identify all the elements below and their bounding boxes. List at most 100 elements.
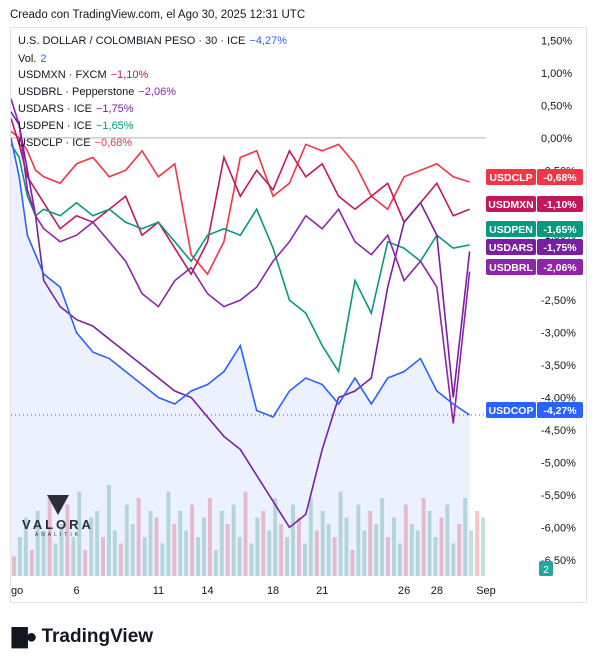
volume-bar: [243, 491, 248, 576]
legend-value: −1,75%: [95, 103, 134, 115]
legend-item[interactable]: USDBRL · Pepperstone −2,06%: [18, 86, 176, 98]
series-badge-value: [537, 259, 583, 275]
series-line-usdars: [11, 111, 471, 529]
volume-bar: [178, 511, 183, 576]
series-badge-value: [537, 402, 583, 418]
legend-item[interactable]: U.S. DOLLAR / COLOMBIAN PESO · 30 · ICE −…: [18, 35, 287, 47]
series-name-label: USDCOP: [489, 405, 534, 417]
y-tick-label: 0,00%: [541, 133, 572, 145]
volume-bar: [71, 537, 76, 576]
legend-label: U.S. DOLLAR / COLOMBIAN PESO · 30 · ICE: [18, 35, 246, 47]
volume-bar: [291, 504, 295, 576]
volume-bar: [297, 517, 301, 576]
volume-bar: [196, 537, 200, 576]
volume-bar: [445, 504, 450, 576]
volume-bar: [356, 504, 361, 576]
volume-bar: [89, 517, 94, 576]
volume-bar: [95, 511, 100, 576]
volume-bar: [190, 504, 195, 576]
x-tick-label: 28: [431, 585, 443, 597]
volume-bar: [397, 543, 402, 576]
legend-item[interactable]: USDARS · ICE −1,75%: [18, 103, 134, 115]
volume-bar: [451, 543, 456, 576]
series-end-value: -1,65%: [543, 224, 577, 236]
legend-value: −1,65%: [95, 120, 134, 132]
volume-bar: [249, 543, 254, 576]
price-chart[interactable]: 1,50%1,00%0,50%0,00%-0,50%-1,00%-1,50%-2…: [11, 28, 586, 602]
valora-watermark: VALORA ANALITIK: [22, 495, 94, 538]
volume-bar: [166, 491, 171, 576]
volume-bar: [213, 550, 218, 576]
series-badge-name: [486, 221, 536, 237]
tradingview-brand: TradingView: [41, 625, 154, 647]
volume-bar: [17, 537, 22, 576]
legend-item[interactable]: USDPEN · ICE −1,65%: [18, 120, 134, 132]
volume-bar: [475, 511, 480, 576]
volume-bar: [403, 504, 408, 576]
volume-bar: [332, 537, 337, 576]
series-name-label: USDBRL: [489, 262, 533, 274]
volume-bar: [112, 530, 117, 576]
series-badge-name: [486, 196, 536, 212]
usdcop-area: [11, 137, 470, 576]
valora-sub: ANALITIK: [34, 532, 82, 538]
series-end-value: -2,06%: [543, 262, 577, 274]
volume-bar: [219, 511, 224, 576]
y-tick-label: 0,50%: [541, 100, 572, 112]
series-badge-value: [537, 221, 583, 237]
series-line-usdclp: [11, 130, 470, 276]
legend-label: USDPEN · ICE: [18, 120, 92, 132]
volume-bar: [326, 524, 331, 576]
legend-label: USDARS · ICE: [18, 103, 92, 115]
volume-bar: [23, 517, 28, 576]
volume-bar: [380, 498, 385, 576]
volume-bar: [392, 517, 396, 576]
series-line-usdmxn: [11, 118, 470, 276]
legend-item[interactable]: USDMXN · FXCM −1,10%: [18, 69, 148, 81]
volume-bar: [409, 524, 414, 576]
series-badge-value: [537, 239, 583, 255]
volume-bar: [35, 511, 40, 576]
volume-bar: [386, 537, 390, 576]
volume-bar: [231, 504, 236, 576]
volume-bar: [368, 511, 373, 576]
y-tick-label: -5,00%: [541, 457, 576, 469]
y-tick-label: 1,50%: [541, 35, 572, 47]
volume-bar: [148, 511, 153, 576]
legend-label: Vol.: [18, 53, 37, 65]
x-tick-label: go: [11, 585, 23, 597]
legend-label: USDCLP · ICE: [18, 137, 91, 149]
volume-bar: [77, 491, 82, 576]
chart-frame[interactable]: 1,50%1,00%0,50%0,00%-0,50%-1,00%-1,50%-2…: [10, 27, 587, 603]
series-name-label: USDPEN: [489, 224, 533, 236]
volume-bar: [154, 517, 159, 576]
y-tick-label: -2,50%: [541, 295, 576, 307]
volume-bar: [308, 498, 313, 576]
volume-bar: [29, 550, 34, 576]
volume-badge-label: 2: [543, 565, 549, 576]
series-end-value: -1,75%: [543, 242, 577, 254]
volume-bar: [421, 498, 426, 576]
valora-logo-icon: [46, 495, 69, 515]
volume-bar: [53, 543, 58, 576]
volume-badge: [539, 561, 553, 576]
volume-bar: [237, 537, 242, 576]
volume-bar: [344, 517, 349, 576]
x-tick-label: Sep: [476, 585, 496, 597]
chart-header: Creado con TradingView.com, el Ago 30, 2…: [10, 9, 306, 21]
legend-item[interactable]: Vol. 2: [18, 53, 46, 65]
y-tick-label: 1,00%: [541, 68, 572, 80]
volume-bar: [279, 524, 284, 576]
volume-bar: [59, 524, 64, 576]
legend-value: 2: [40, 53, 47, 65]
series-name-label: USDCLP: [489, 172, 532, 184]
volume-bar: [338, 491, 343, 576]
series-badge-name: [486, 239, 536, 255]
volume-bar: [457, 524, 462, 576]
series-line-usdpen: [11, 143, 470, 374]
volume-bar: [433, 537, 438, 576]
volume-bar: [101, 537, 105, 576]
legend-item[interactable]: USDCLP · ICE −0,68%: [18, 137, 132, 149]
tradingview-logo[interactable]: ▇● TradingView: [12, 624, 153, 649]
volume-bar: [160, 543, 165, 576]
